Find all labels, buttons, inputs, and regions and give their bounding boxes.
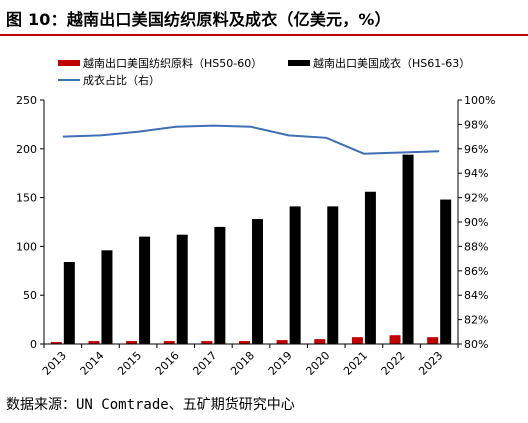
right-tick-label: 94% bbox=[464, 167, 488, 180]
bar-garments bbox=[440, 199, 452, 344]
x-tick-label: 2014 bbox=[78, 349, 107, 378]
left-tick-label: 0 bbox=[30, 338, 37, 351]
x-tick-label: 2021 bbox=[341, 349, 370, 378]
bar-garments bbox=[289, 206, 301, 344]
bar-garments bbox=[63, 262, 75, 344]
x-tick-label: 2022 bbox=[379, 349, 408, 378]
right-tick-label: 90% bbox=[464, 216, 488, 229]
bar-raw-materials bbox=[389, 335, 401, 344]
bar-garments bbox=[327, 206, 339, 344]
x-tick-label: 2017 bbox=[190, 349, 219, 378]
bar-garments bbox=[252, 219, 263, 344]
right-tick-label: 96% bbox=[464, 143, 488, 156]
figure-title: 图 10：越南出口美国纺织原料及成衣（亿美元，%） bbox=[6, 10, 391, 29]
bar-garments bbox=[214, 226, 226, 344]
bar-raw-materials bbox=[351, 337, 363, 344]
ratio-line bbox=[62, 124, 440, 155]
raw-materials-series bbox=[50, 335, 439, 344]
x-tick-label: 2023 bbox=[416, 349, 445, 378]
x-tick-label: 2013 bbox=[40, 349, 69, 378]
bar-raw-materials bbox=[276, 340, 288, 344]
legend-label-ratio: 成衣占比（右） bbox=[83, 73, 160, 87]
x-axis: 2013 2014 2015 2016 2017 2018 2019 2020 2021 2022… bbox=[40, 343, 459, 378]
right-tick-label: 92% bbox=[464, 192, 488, 205]
bar-raw-materials bbox=[427, 337, 439, 344]
right-tick-label: 100% bbox=[464, 94, 495, 107]
right-tick-label: 82% bbox=[464, 314, 488, 327]
x-tick-label: 2019 bbox=[266, 349, 295, 378]
bar-raw-materials bbox=[50, 342, 62, 344]
right-tick-label: 86% bbox=[464, 265, 488, 278]
bar-garments bbox=[139, 236, 151, 344]
bar-raw-materials bbox=[163, 341, 175, 344]
ratio-series bbox=[62, 124, 440, 155]
x-tick-label: 2016 bbox=[153, 349, 182, 378]
title-divider bbox=[0, 34, 528, 36]
bar-garments bbox=[364, 191, 376, 344]
left-tick-label: 50 bbox=[23, 289, 37, 302]
right-tick-label: 80% bbox=[464, 338, 488, 351]
bar-raw-materials bbox=[314, 339, 326, 344]
legend-label-raw-materials: 越南出口美国纺织原料（HS50-60） bbox=[83, 56, 262, 70]
bar-raw-materials bbox=[201, 341, 213, 344]
x-tick-label: 2020 bbox=[303, 349, 332, 378]
legend-label-garments: 越南出口美国成衣（HS61-63） bbox=[313, 56, 470, 70]
left-tick-label: 200 bbox=[16, 143, 37, 156]
bar-garments bbox=[176, 234, 188, 344]
x-tick-label: 2018 bbox=[228, 349, 257, 378]
bar-garments bbox=[402, 154, 414, 344]
source-note: 数据来源：UN Comtrade、五矿期货研究中心 bbox=[6, 397, 295, 413]
left-y-axis: 0 50 100 150 200 250 bbox=[16, 94, 45, 351]
x-tick-label: 2015 bbox=[115, 349, 144, 378]
legend: 越南出口美国纺织原料（HS50-60） 越南出口美国成衣（HS61-63） 成衣… bbox=[58, 56, 470, 87]
bar-raw-materials bbox=[126, 341, 138, 344]
left-tick-label: 150 bbox=[16, 192, 37, 205]
right-tick-label: 84% bbox=[464, 289, 488, 302]
right-tick-label: 88% bbox=[464, 240, 488, 253]
left-tick-label: 100 bbox=[16, 240, 37, 253]
chart: 越南出口美国纺织原料（HS50-60） 越南出口美国成衣（HS61-63） 成衣… bbox=[16, 56, 495, 378]
bar-raw-materials bbox=[88, 341, 100, 344]
legend-swatch-garments bbox=[288, 60, 310, 66]
bar-garments bbox=[101, 250, 113, 344]
right-y-axis: 80% 82% 84% 86% 88% 90% 92% 94% 96% 98% 100% bbox=[457, 94, 495, 351]
bar-raw-materials bbox=[239, 341, 250, 344]
left-tick-label: 250 bbox=[16, 94, 37, 107]
right-tick-label: 98% bbox=[464, 118, 488, 131]
garments-series bbox=[63, 154, 452, 344]
legend-swatch-raw-materials bbox=[58, 60, 80, 66]
